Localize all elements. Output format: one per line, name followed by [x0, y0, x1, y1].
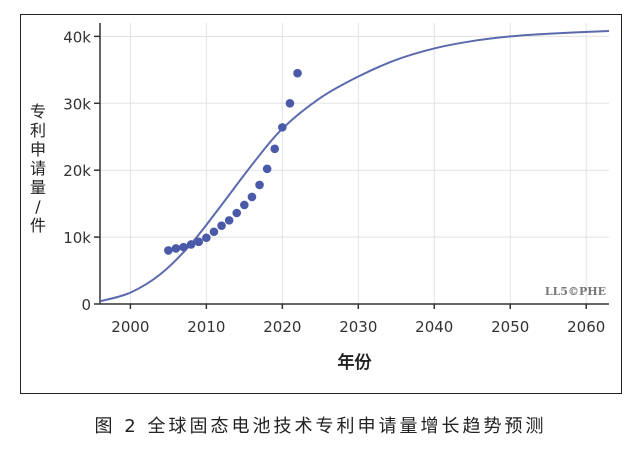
x-tick-label: 2010: [187, 318, 225, 336]
data-point: [255, 180, 264, 190]
data-point: [186, 240, 196, 249]
actual-points: [164, 68, 302, 255]
y-tick-label: 10k: [63, 229, 91, 247]
x-tick-label: 2000: [111, 318, 149, 336]
data-point: [247, 192, 257, 202]
figure-caption: 图 2 全球固态电池技术专利申请量增长趋势预测: [94, 416, 547, 437]
y-tick-label: 30k: [63, 95, 91, 113]
x-tick-label: 2030: [339, 318, 377, 336]
data-point: [270, 144, 280, 154]
data-point: [217, 221, 226, 231]
data-point: [179, 242, 188, 252]
x-axis-title: 年份: [338, 352, 373, 373]
watermark: LL5©PHE: [545, 285, 606, 298]
chart-frame: 0 10k 20k 30k 40k 2000 2010 2020 2030 2040 2050 206…: [20, 14, 622, 394]
data-point: [171, 244, 181, 253]
patent-forecast-chart: 0 10k 20k 30k 40k 2000 2010 2020 2030 2040 2050 206…: [30, 23, 610, 373]
x-tick-label: 2050: [491, 318, 529, 336]
axes: [94, 23, 609, 309]
data-point: [232, 208, 242, 218]
y-tick-label: 0: [81, 296, 91, 314]
axis-labels: 0 10k 20k 30k 40k 2000 2010 2020 2030 2040 2050 206…: [30, 28, 606, 373]
forecast-curve: [99, 30, 610, 303]
data-point: [194, 237, 204, 247]
x-tick-label: 2040: [415, 318, 453, 336]
x-tick-label: 2060: [567, 318, 605, 336]
data-point: [240, 200, 249, 210]
y-tick-label: 20k: [63, 162, 91, 180]
data-point: [209, 227, 219, 237]
y-tick-label: 40k: [63, 28, 91, 46]
y-axis-title: 专利申请量/件: [30, 102, 46, 235]
data-point: [293, 68, 302, 78]
data-point: [164, 246, 173, 255]
data-point: [278, 123, 287, 132]
forecast-line: [99, 30, 610, 303]
data-point: [202, 233, 211, 243]
grid: [100, 23, 609, 305]
data-point: [285, 98, 295, 108]
data-point: [224, 216, 234, 225]
x-tick-label: 2020: [263, 318, 301, 336]
data-point: [262, 164, 272, 174]
